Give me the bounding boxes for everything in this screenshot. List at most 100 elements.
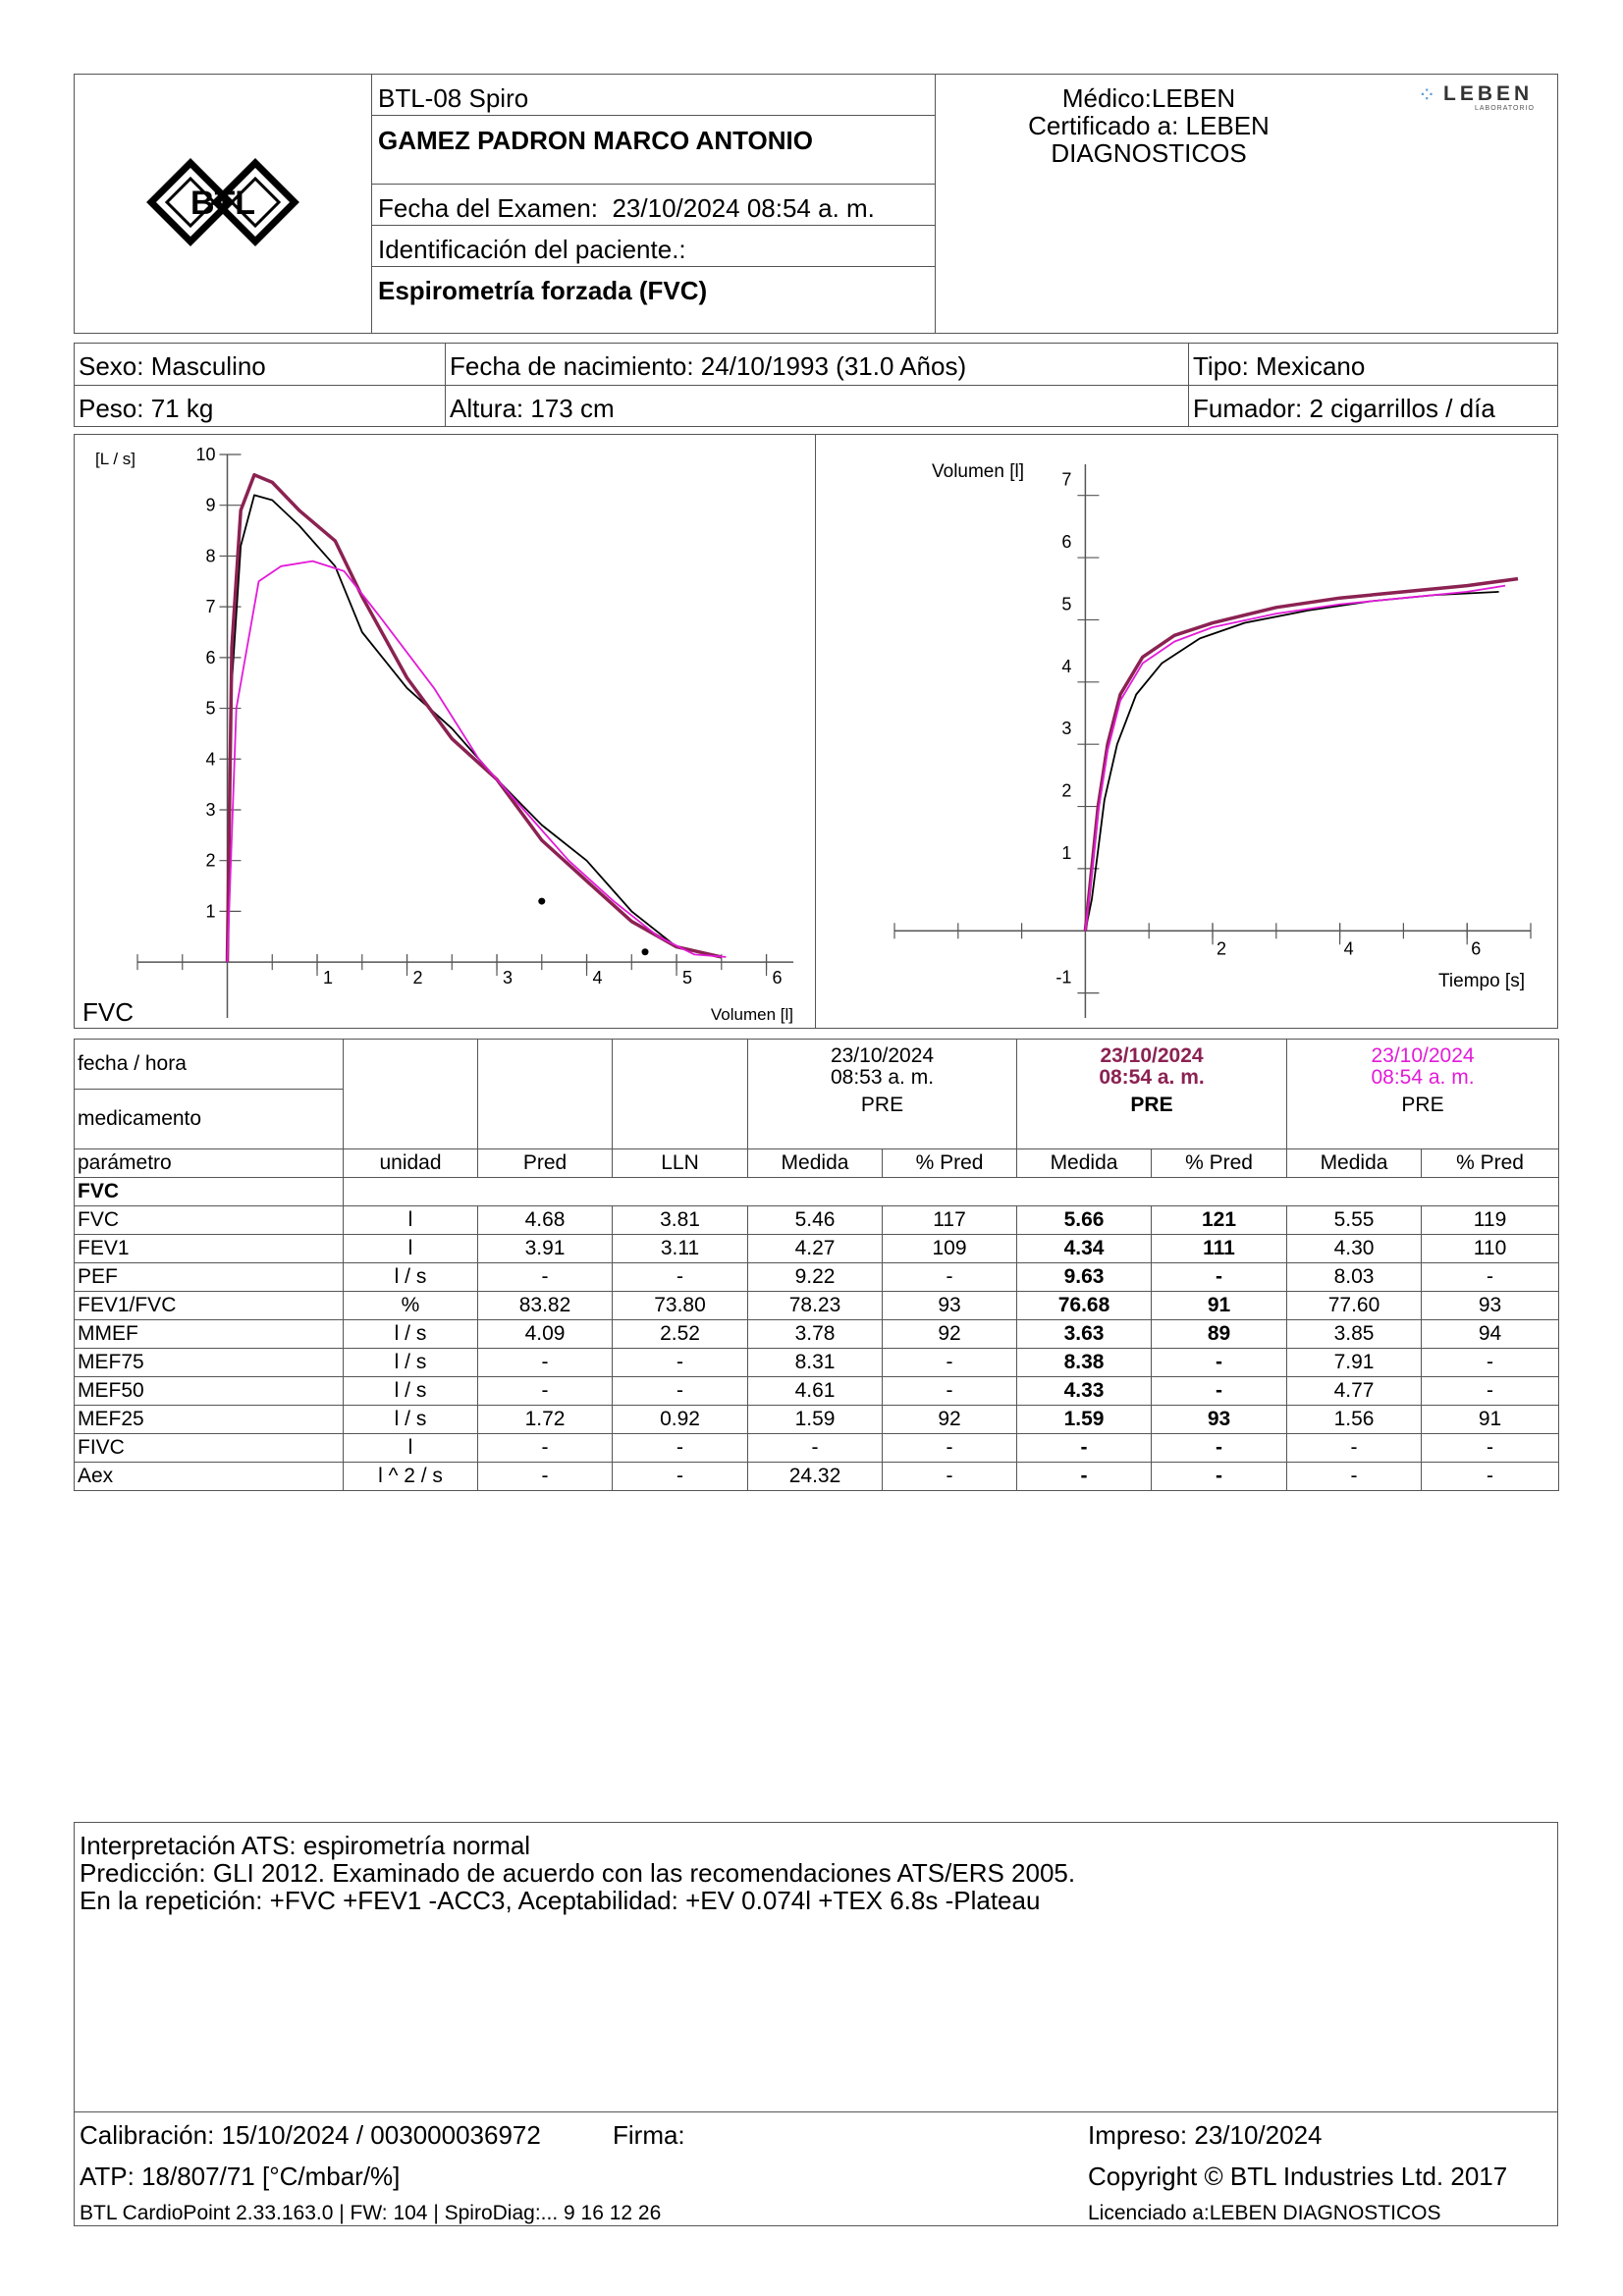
patient-name: GAMEZ PADRON MARCO ANTONIO: [378, 126, 813, 155]
cell-t3-meas: 77.60: [1286, 1291, 1423, 1320]
cell-t1-pct: -: [881, 1433, 1018, 1463]
table-row: FEV1/FVC% 83.82 73.80 78.23 93 76.68 91 77.60 93: [74, 1291, 1560, 1320]
cell-t3-pct: -: [1421, 1433, 1560, 1463]
cell-pred: -: [477, 1376, 613, 1406]
cell-unit: l / s: [343, 1405, 478, 1434]
doctor-name: Médico:LEBEN: [1061, 83, 1236, 113]
cell-t2-meas: -: [1016, 1433, 1153, 1463]
cell-t2-meas: 4.34: [1016, 1234, 1153, 1263]
cell-param: FIVC: [74, 1433, 344, 1463]
cell-t2-pct: -: [1151, 1262, 1288, 1292]
header-divider-right: [935, 74, 936, 334]
cell-lln: 73.80: [612, 1291, 748, 1320]
cell-t3-pct: -: [1421, 1262, 1560, 1292]
cell-pred: -: [477, 1462, 613, 1491]
y-tick-label: 7: [205, 597, 215, 616]
device-name: BTL-08 Spiro: [378, 83, 529, 113]
height: Altura: 173 cm: [450, 394, 615, 423]
y-tick-label: 5: [205, 699, 215, 719]
y-tick-label: 4: [205, 749, 215, 769]
cell-t1-meas: 5.46: [747, 1205, 883, 1235]
y-tick-label: 4: [1061, 657, 1071, 676]
exam-date-label: Fecha del Examen:: [378, 193, 599, 223]
certified-line2: DIAGNOSTICOS: [1051, 138, 1247, 168]
cell-unit: l / s: [343, 1319, 478, 1349]
weight: Peso: 71 kg: [79, 394, 214, 423]
cell-pred: 4.09: [477, 1319, 613, 1349]
fvc-corner-label: FVC: [82, 997, 134, 1027]
column-header-unit: unidad: [343, 1148, 478, 1178]
cell-t2-pct: 111: [1151, 1234, 1288, 1263]
cell-lln: -: [612, 1348, 748, 1377]
series-line-2: [1083, 576, 1519, 932]
cell-t2-pct: 91: [1151, 1291, 1288, 1320]
cell-t1-meas: 3.78: [747, 1319, 883, 1349]
cell-param: MEF75: [74, 1348, 344, 1377]
cell-t2-pct: 121: [1151, 1205, 1288, 1235]
software-version: BTL CardioPoint 2.33.163.0 | FW: 104 | S…: [80, 2202, 662, 2224]
x-tick-label: 4: [593, 968, 603, 988]
column-header-pred: Pred: [477, 1148, 613, 1178]
signature-label: Firma:: [613, 2120, 685, 2150]
column-header-row: parámetro unidad Pred LLN Medida% Pred Medida…: [74, 1148, 1560, 1178]
cell-unit: l: [343, 1433, 478, 1463]
cell-param: MMEF: [74, 1319, 344, 1349]
y-tick-label: 2: [205, 851, 215, 871]
ethnicity: Tipo: Mexicano: [1193, 351, 1366, 381]
header-rule: [371, 225, 935, 226]
smoker: Fumador: 2 cigarrillos / día: [1193, 394, 1495, 423]
cell-param: PEF: [74, 1262, 344, 1292]
cell-t1-pct: -: [881, 1376, 1018, 1406]
cell-unit: l / s: [343, 1348, 478, 1377]
trial-1-time: 08:53 a. m.: [830, 1066, 935, 1089]
x-tick-label: 2: [413, 968, 423, 988]
cell-t1-meas: 24.32: [747, 1462, 883, 1491]
column-header-t3-pct: % Pred: [1421, 1148, 1560, 1178]
x-tick-label: 2: [1217, 938, 1226, 958]
cell-t2-meas: 8.38: [1016, 1348, 1153, 1377]
btl-logo: BTL: [146, 158, 299, 246]
cell-t2-pct: -: [1151, 1348, 1288, 1377]
cell-param: Aex: [74, 1462, 344, 1491]
cell-t1-pct: -: [881, 1348, 1018, 1377]
cell-t1-meas: 4.27: [747, 1234, 883, 1263]
exam-date: 23/10/2024 08:54 a. m.: [612, 193, 875, 223]
table-row: MEF25 l / s 1.72 0.92 1.59 92 1.59 93 1.56 91: [74, 1405, 1560, 1434]
printed-date: Impreso: 23/10/2024: [1088, 2120, 1323, 2150]
cell-t1-pct: -: [881, 1462, 1018, 1491]
cell-t2-pct: -: [1151, 1376, 1288, 1406]
table-row-medication: medicamento: [74, 1089, 1559, 1149]
table-row: PEF l / s - -9.22-9.63-8.03-: [74, 1262, 1560, 1292]
x-tick-label: 4: [1344, 938, 1354, 958]
table-row-datetime: fecha / hora 23/10/2024 08:53 a. m. PRE …: [74, 1039, 1560, 1149]
table-row: MMEF l / s 4.09 2.52 3.78 92 3.63 89 3.85 94: [74, 1319, 1560, 1349]
exam-date-row: Fecha del Examen: 23/10/2024 08:54 a. m.: [378, 193, 875, 224]
cell-t3-meas: 7.91: [1286, 1348, 1423, 1377]
x-tick-label: 1: [323, 968, 333, 988]
y-tick-label: 1: [205, 901, 215, 921]
trial-2-time: 08:54 a. m.: [1099, 1066, 1205, 1089]
demographics-divider: [445, 343, 446, 427]
cell-pred: 4.68: [477, 1205, 613, 1235]
cell-t2-meas: 76.68: [1016, 1291, 1153, 1320]
cell-t3-pct: 91: [1421, 1405, 1560, 1434]
flow-volume-chart: 1 2 3 4 5 6 1 2 3 4 5 6 7 8 9 10 [L / s] Volumen [l] FVC: [82, 445, 793, 1027]
table-row: Aex l ^ 2 / s - -24.32- - - - -: [74, 1462, 1560, 1491]
table-row: FEV1 l 3.91 3.11 4.27 109 4.34 111 4.30 110: [74, 1234, 1560, 1263]
interpretation-text: Interpretación ATS: espirometría normal …: [80, 1832, 1075, 1914]
label-medication: medicamento: [74, 1089, 344, 1149]
licensed-to: Licenciado a:LEBEN DIAGNOSTICOS: [1088, 2202, 1441, 2224]
cell-t2-meas: 3.63: [1016, 1319, 1153, 1349]
header-rule: [371, 184, 935, 185]
cell-t1-meas: 9.22: [747, 1262, 883, 1292]
volume-time-chart: 2 4 6 -1 1 2 3 4 5 6 7 Volumen [l] Tiempo [s]: [893, 461, 1532, 1018]
y-tick-label: 5: [1061, 594, 1071, 614]
cell-lln: -: [612, 1376, 748, 1406]
cell-pred: -: [477, 1262, 613, 1292]
blank-cell: [477, 1039, 613, 1149]
cell-lln: 0.92: [612, 1405, 748, 1434]
y-tick-label: 6: [1061, 532, 1071, 552]
cell-t1-pct: 109: [881, 1234, 1018, 1263]
copyright: Copyright © BTL Industries Ltd. 2017: [1088, 2162, 1508, 2191]
cell-t2-pct: 93: [1151, 1405, 1288, 1434]
